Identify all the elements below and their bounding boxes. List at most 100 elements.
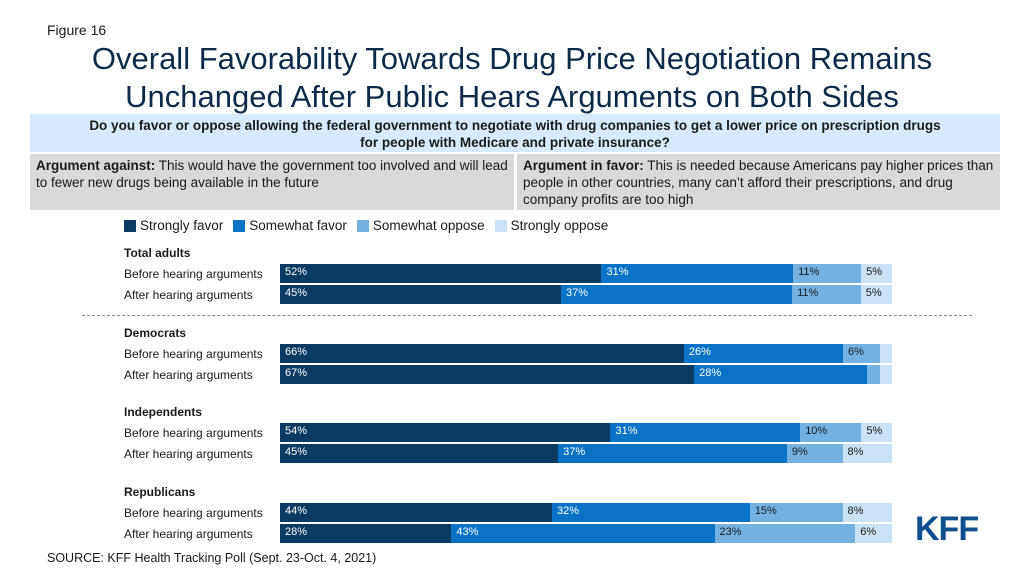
data-label: 52% — [285, 266, 308, 278]
bar-segment-somewhat-favor: 37% — [558, 444, 787, 463]
bar-segment-somewhat-oppose: 23% — [714, 524, 856, 543]
data-label: 11% — [798, 266, 820, 278]
argument-favor-label: Argument in favor: — [523, 158, 644, 173]
data-label: 6% — [848, 346, 864, 358]
bar-segment-somewhat-oppose: 11% — [792, 285, 861, 304]
bar-segment-somewhat-favor: 31% — [601, 264, 794, 283]
row-label: Before hearing arguments — [124, 347, 263, 361]
bar-segment-strongly-oppose: 5% — [861, 423, 892, 442]
legend-swatch — [494, 219, 507, 232]
legend-label: Strongly favor — [140, 218, 224, 233]
question-line-2: for people with Medicare and private ins… — [360, 135, 670, 150]
data-label: 31% — [606, 266, 629, 278]
group-label: Total adults — [124, 246, 191, 260]
data-label: 5% — [866, 425, 883, 437]
data-label: 31% — [615, 425, 638, 437]
legend-label: Strongly oppose — [510, 218, 609, 233]
row-label: Before hearing arguments — [124, 506, 263, 520]
data-label: 37% — [563, 446, 586, 458]
data-label: 54% — [285, 425, 308, 437]
bar-segment-strongly-favor: 66% — [280, 344, 684, 363]
data-label: 5% — [865, 287, 882, 299]
bar-segment-strongly-oppose: 6% — [855, 524, 892, 543]
argument-against-label: Argument against: — [36, 158, 156, 173]
row-label: Before hearing arguments — [124, 267, 263, 281]
row-label: After hearing arguments — [124, 447, 253, 461]
page-title: Overall Favorability Towards Drug Price … — [40, 40, 984, 116]
data-label: 23% — [719, 526, 742, 538]
argument-favor-text: This is needed because Americans pay hig… — [523, 158, 994, 207]
legend-swatch — [233, 219, 246, 232]
data-label: 43% — [456, 526, 479, 538]
bar-segment-somewhat-favor: 26% — [683, 344, 844, 363]
group-label: Democrats — [124, 326, 187, 340]
bar-row: 45% 37% 11% 5% — [280, 285, 892, 304]
figure-label: Figure 16 — [47, 22, 107, 38]
bar-segment-somewhat-oppose: 9% — [786, 444, 843, 463]
bar-segment-strongly-oppose: 8% — [842, 444, 892, 463]
data-label: 15% — [754, 505, 777, 517]
bar-segment-somewhat-oppose: 10% — [800, 423, 862, 442]
data-label: 5% — [866, 266, 882, 278]
bar-segment-strongly-oppose — [879, 365, 892, 384]
bar-segment-somewhat-oppose — [867, 365, 880, 384]
bar-segment-strongly-oppose: 8% — [842, 503, 892, 522]
survey-question: Do you favor or oppose allowing the fede… — [30, 114, 1000, 152]
data-label: 10% — [805, 425, 828, 437]
data-label: 8% — [847, 446, 864, 458]
bar-segment-somewhat-oppose: 15% — [749, 503, 843, 522]
row-label: After hearing arguments — [124, 368, 253, 382]
kff-logo: KFF — [915, 510, 979, 548]
data-label: 28% — [699, 367, 722, 379]
row-label: After hearing arguments — [124, 288, 253, 302]
bar-segment-strongly-favor: 67% — [280, 365, 695, 384]
chart-divider — [82, 315, 972, 316]
data-label: 32% — [557, 505, 580, 517]
bar-segment-strongly-favor: 44% — [280, 503, 552, 522]
bar-segment-somewhat-favor: 31% — [610, 423, 801, 442]
data-label: 37% — [566, 287, 589, 299]
legend-label: Somewhat favor — [249, 218, 347, 233]
bar-segment-strongly-favor: 45% — [280, 285, 562, 304]
bar-segment-strongly-favor: 54% — [280, 423, 611, 442]
bar-segment-strongly-favor: 52% — [280, 264, 602, 283]
legend-swatch — [124, 219, 136, 232]
group-label: Republicans — [124, 485, 196, 499]
bar-row: 52% 31% 11% 5% — [280, 264, 892, 283]
bar-row: 44% 32% 15% 8% — [280, 503, 892, 522]
bar-segment-strongly-favor: 28% — [280, 524, 452, 543]
title-line-1: Overall Favorability Towards Drug Price … — [91, 41, 933, 76]
title-line-2: Unchanged After Public Hears Arguments o… — [125, 79, 899, 114]
bar-segment-somewhat-favor: 37% — [561, 285, 793, 304]
argument-against-text: This would have the government too invol… — [36, 158, 508, 190]
argument-favor-box: Argument in favor: This is needed becaus… — [517, 154, 1000, 210]
bar-segment-strongly-oppose: 5% — [861, 264, 892, 283]
row-label: Before hearing arguments — [124, 426, 263, 440]
data-label: 8% — [847, 505, 864, 517]
bar-segment-strongly-oppose — [879, 344, 892, 363]
argument-against-box: Argument against: This would have the go… — [30, 154, 514, 210]
bar-row: 67% 28% — [280, 365, 892, 384]
bar-segment-somewhat-favor: 32% — [552, 503, 750, 522]
legend-swatch — [356, 219, 369, 232]
bar-segment-somewhat-oppose: 6% — [843, 344, 880, 363]
bar-segment-somewhat-oppose: 11% — [793, 264, 862, 283]
bar-row: 66% 26% 6% — [280, 344, 892, 363]
legend-item-strongly-oppose: Strongly oppose — [494, 218, 609, 233]
bar-row: 28% 43% 23% 6% — [280, 524, 892, 543]
data-label: 44% — [285, 505, 308, 517]
row-label: After hearing arguments — [124, 527, 253, 541]
source-note: SOURCE: KFF Health Tracking Poll (Sept. … — [47, 551, 377, 565]
data-label: 66% — [285, 346, 308, 358]
data-label: 9% — [791, 446, 808, 458]
data-label: 45% — [285, 287, 308, 299]
bar-row: 54% 31% 10% 5% — [280, 423, 892, 442]
bar-segment-strongly-favor: 45% — [280, 444, 559, 463]
bar-segment-somewhat-favor: 28% — [694, 365, 868, 384]
legend-label: Somewhat oppose — [372, 218, 485, 233]
data-label: 26% — [688, 346, 711, 358]
bar-row: 45% 37% 9% 8% — [280, 444, 892, 463]
data-label: 6% — [860, 526, 877, 538]
legend-item-somewhat-favor: Somewhat favor — [233, 218, 347, 233]
bar-segment-somewhat-favor: 43% — [451, 524, 715, 543]
